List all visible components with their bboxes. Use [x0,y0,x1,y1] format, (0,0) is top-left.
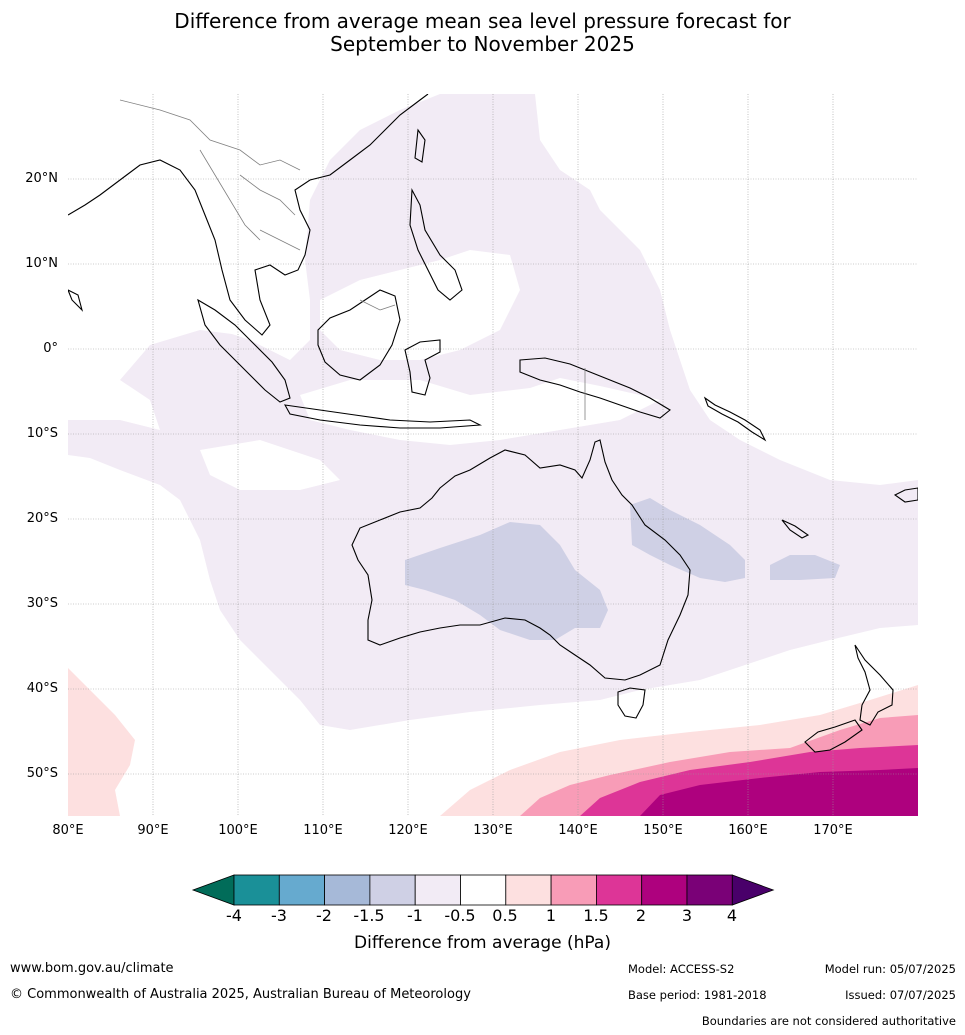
coast-taiwan [414,128,426,163]
colorbar-tick: 4 [726,906,738,925]
footer-issued: Issued: 07/07/2025 [845,988,956,1002]
lat-label-10s: 10°S [26,426,58,441]
colorbar-tick: 0.5 [492,906,518,925]
map-title-line2: September to November 2025 [330,32,635,56]
lon-label-110e: 110°E [303,823,343,838]
lon-label-140e: 140°E [558,823,598,838]
coast-sulawesi [404,339,441,396]
colorbar-label: Difference from average (hPa) [354,933,611,953]
coast-sumatra [197,298,291,403]
lon-label-120e: 120°E [388,823,428,838]
coast-philippines [409,188,463,301]
lon-label-80e: 80°E [52,823,84,838]
lon-label-130e: 130°E [473,823,513,838]
footer-disclaimer: Boundaries are not considered authoritat… [701,1014,956,1028]
footer-copyright: © Commonwealth of Australia 2025, Austra… [10,987,471,1002]
colorbar-tick: 1 [545,906,557,925]
coast-solomon [703,396,767,442]
footer-model-run: Model run: 05/07/2025 [824,962,956,976]
coast-nz-south [804,719,863,753]
political-borders [119,99,586,420]
anomaly-region-neutral-borneo [320,250,520,360]
colorbar-tick: -1 [407,906,423,925]
anomaly-region-pos-max-south [640,768,918,816]
colorbar-tick: -3 [271,906,287,925]
coast-australia [351,439,691,681]
coast-new-caledonia [781,519,810,539]
lat-label-20n: 20°N [25,171,58,186]
lat-label-20s: 20°S [26,511,58,526]
map-field [68,94,918,816]
coast-tasmania [617,687,646,719]
anomaly-region-neg-tasman [770,555,840,580]
coast-borneo [317,289,401,381]
colorbar-tick: -2 [316,906,332,925]
map-title: Difference from average mean sea level p… [0,10,965,56]
colorbar-tick: -1.5 [353,906,385,925]
colorbar-tick: -4 [226,906,242,925]
anomaly-region-neutral-south [200,440,340,490]
coast-sri-lanka [68,289,84,312]
colorbar-tick: -0.5 [444,906,476,925]
coastlines [68,94,918,753]
footer-model: Model: ACCESS-S2 [628,962,735,976]
coast-new-guinea [519,357,671,419]
lat-label-50s: 50°S [26,766,58,781]
anomaly-region-neg-australia [405,522,608,640]
footer-website: www.bom.gov.au/climate [10,961,174,976]
colorbar-tick: 3 [681,906,693,925]
anomaly-region-neutral-sumatra [300,378,660,445]
lat-label-0: 0° [43,341,58,356]
map-gridlines [68,94,918,816]
lon-label-170e: 170°E [813,823,853,838]
coast-fiji [893,487,918,503]
footer-base-period: Base period: 1981-2018 [628,988,767,1002]
lon-label-100e: 100°E [218,823,258,838]
coast-java [283,404,483,429]
colorbar-tick: 2 [635,906,647,925]
coast-nz-north [854,644,894,726]
lon-label-160e: 160°E [728,823,768,838]
colorbar-tick: 1.5 [583,906,609,925]
lat-label-40s: 40°S [26,681,58,696]
lon-label-150e: 150°E [643,823,683,838]
anomaly-region-neutral-asia [68,94,310,360]
map-title-line1: Difference from average mean sea level p… [174,9,791,33]
lat-label-30s: 30°S [26,596,58,611]
lat-label-10n: 10°N [25,256,58,271]
lon-label-90e: 90°E [137,823,169,838]
anomaly-region-pos-west [68,668,135,816]
coast-asia-mainland [68,94,429,336]
